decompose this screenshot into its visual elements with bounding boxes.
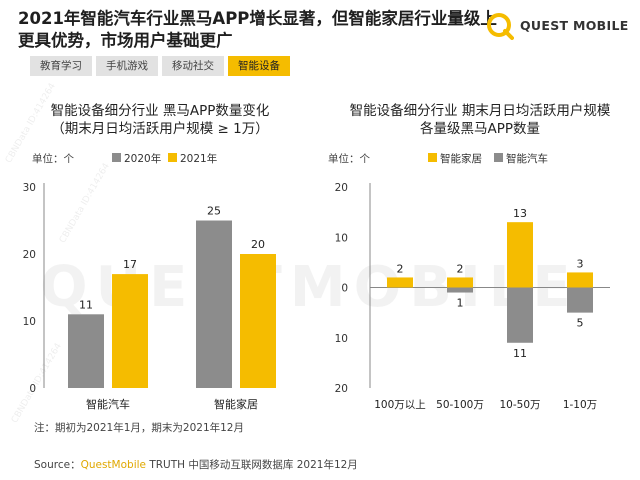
- right-diverging-bar-chart: 单位：个 智能家居 智能汽车 20 10 0 10 20 2 100万以上 2 1 50-100万 13 1…: [328, 152, 610, 411]
- right-y-tick-label: 0: [341, 283, 348, 295]
- left-x-tick-label: 智能汽车: [86, 397, 130, 411]
- right-legend-label-0: 智能家居: [440, 152, 482, 165]
- left-chart-unit-label: 单位：个: [32, 152, 74, 165]
- bar-data-label: 20: [251, 238, 265, 251]
- page-title: 2021年智能汽车行业黑马APP增长显著，但智能家居行业量级上 更具优势，市场用…: [18, 8, 497, 52]
- bar-智能汽车-2021年: [112, 274, 148, 388]
- source-line: Source：QuestMobile TRUTH 中国移动互联网数据库 2021…: [34, 457, 358, 472]
- bar-data-label: 2: [397, 262, 404, 275]
- footnote: 注：期初为2021年1月，期末为2021年12月: [34, 422, 244, 434]
- right-x-tick-label: 10-50万: [499, 399, 540, 411]
- questmobile-logo: QUEST MOBILE: [486, 12, 636, 40]
- right-chart-title-line1: 智能设备细分行业 期末月日均活跃用户规模: [349, 103, 611, 119]
- tab-mobile-social[interactable]: 移动社交: [162, 56, 224, 76]
- bar-data-label: 3: [577, 257, 584, 270]
- right-chart-title: 智能设备细分行业 期末月日均活跃用户规模 各量级黑马APP数量: [330, 102, 630, 138]
- source-prefix: Source：: [34, 459, 81, 471]
- bar-50-100万-智能家居: [447, 277, 473, 288]
- bar-智能家居-2020年: [196, 220, 232, 388]
- bar-1-10万-智能家居: [567, 272, 593, 288]
- bar-100万以上-智能家居: [387, 277, 413, 288]
- left-y-tick-label: 20: [23, 249, 36, 261]
- left-legend-swatch-1: [168, 153, 177, 162]
- bar-10-50万-智能家居: [507, 222, 533, 288]
- right-legend-swatch-1: [494, 153, 503, 162]
- left-y-tick-label: 10: [23, 316, 36, 328]
- right-x-tick-label: 1-10万: [563, 399, 597, 411]
- bar-智能汽车-2020年: [68, 314, 104, 388]
- right-chart-title-line2: 各量级黑马APP数量: [419, 121, 541, 137]
- source-brand: QuestMobile: [80, 459, 146, 471]
- bar-data-label: 1: [457, 297, 464, 310]
- bar-data-label: 25: [207, 205, 221, 218]
- left-chart-title: 智能设备细分行业 黑马APP数量变化 （期末月日均活跃用户规模 ≥ 1万）: [30, 102, 290, 138]
- right-x-tick-label: 100万以上: [374, 399, 426, 411]
- left-legend-label-0: 2020年: [124, 152, 161, 165]
- left-legend-swatch-0: [112, 153, 121, 162]
- tab-education[interactable]: 教育学习: [30, 56, 92, 76]
- page-title-line1: 2021年智能汽车行业黑马APP增长显著，但智能家居行业量级上: [18, 9, 497, 28]
- source-rest: TRUTH 中国移动互联网数据库 2021年12月: [146, 459, 358, 471]
- bar-data-label: 5: [577, 317, 584, 330]
- right-chart-unit-label: 单位：个: [328, 152, 370, 165]
- bar-data-label: 11: [513, 347, 527, 360]
- bar-data-label: 13: [513, 207, 527, 220]
- questmobile-logo-icon: [487, 13, 514, 40]
- right-y-tick-label: 10: [335, 232, 348, 244]
- left-x-tick-label: 智能家居: [214, 397, 258, 411]
- right-legend-label-1: 智能汽车: [506, 152, 548, 165]
- left-legend-label-1: 2021年: [180, 152, 217, 165]
- bar-1-10万-智能汽车: [567, 287, 593, 313]
- bar-data-label: 11: [79, 298, 93, 311]
- bar-data-label: 2: [457, 262, 464, 275]
- page-title-line2: 更具优势，市场用户基础更广: [18, 31, 233, 50]
- tab-smart-devices[interactable]: 智能设备: [228, 56, 290, 76]
- left-chart-title-line1: 智能设备细分行业 黑马APP数量变化: [50, 103, 270, 119]
- bar-智能家居-2021年: [240, 254, 276, 388]
- bar-data-label: 17: [123, 258, 137, 271]
- left-chart-title-line2: （期末月日均活跃用户规模 ≥ 1万）: [51, 121, 269, 137]
- right-legend-swatch-0: [428, 153, 437, 162]
- right-y-tick-label: 20: [335, 182, 348, 194]
- logo-text: QUEST MOBILE: [520, 18, 629, 33]
- tab-mobile-games[interactable]: 手机游戏: [96, 56, 158, 76]
- left-y-tick-label: 0: [29, 383, 36, 395]
- right-y-tick-label: 20: [335, 383, 348, 395]
- right-y-tick-label: 10: [335, 333, 348, 345]
- bar-50-100万-智能汽车: [447, 287, 473, 293]
- left-bar-chart: 单位：个 2020年 2021年 0 10 20 30 11 17 智能汽车 25 20 智能家居: [23, 152, 276, 411]
- bar-10-50万-智能汽车: [507, 287, 533, 343]
- left-y-tick-label: 30: [23, 182, 36, 194]
- right-x-tick-label: 50-100万: [436, 399, 484, 411]
